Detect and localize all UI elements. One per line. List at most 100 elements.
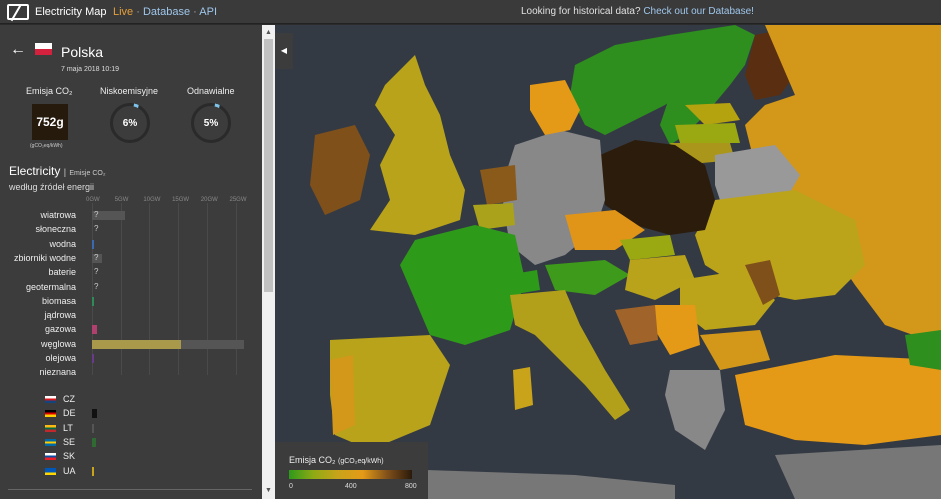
production-bar[interactable] — [92, 354, 94, 363]
country-shape-austria — [545, 260, 630, 295]
country-shape-slovakia — [620, 235, 675, 260]
source-label: olejowa — [45, 353, 76, 363]
nav-live-link[interactable]: Live — [113, 6, 134, 18]
section-title-separator: | — [63, 167, 67, 177]
co2-intensity-box: 752g — [32, 104, 68, 140]
co2-unit: (gCO₂eq/kWh) — [30, 143, 63, 149]
axis-tick-label: 0GW — [86, 197, 100, 203]
collapse-panel-icon[interactable]: ◀ — [275, 33, 293, 69]
nav-database-link[interactable]: Database — [142, 6, 191, 18]
exchange-bar[interactable] — [92, 466, 94, 476]
country-shape-sweden — [660, 25, 755, 145]
database-promo: Looking for historical data? Check out o… — [521, 6, 754, 17]
axis-tick-label: 5GW — [114, 197, 129, 203]
country-shape-sardinia — [513, 367, 533, 410]
lowcarbon-value: 6% — [122, 118, 138, 129]
capacity-bar[interactable] — [92, 211, 126, 220]
panel-scrollbar[interactable]: ▲ ▼ — [262, 25, 275, 499]
country-shape-georgia — [905, 330, 941, 370]
country-shape-latvia — [675, 123, 740, 143]
country-shape-belgium — [473, 203, 515, 230]
unknown-value-marker: ? — [94, 252, 99, 262]
legend-title-text: Emisja CO₂ — [289, 455, 336, 465]
exchange-country-code: SK — [63, 451, 76, 462]
lowcarbon-header: Niskoemisyjne — [100, 86, 159, 96]
source-label: nieznana — [39, 367, 76, 378]
exchange-bar[interactable] — [92, 437, 97, 447]
flag-sk-icon — [45, 453, 56, 461]
axis-tick-label: 10GW — [143, 197, 161, 203]
scroll-thumb[interactable] — [264, 39, 273, 292]
country-shape-switzerland — [507, 270, 540, 295]
map[interactable]: ◀ Emisja CO₂ (gCO₂eq/kWh) 0 400 800 — [275, 25, 941, 499]
country-shape-united-kingdom — [370, 55, 465, 235]
flag-se-icon — [45, 438, 56, 446]
axis-gridline — [178, 203, 180, 375]
section-subtitle: według źródeł energii — [9, 182, 95, 192]
scroll-down-icon[interactable]: ▼ — [265, 487, 272, 494]
legend-label-mid: 400 — [345, 483, 357, 490]
top-nav: Live · Database · API — [113, 6, 217, 18]
back-arrow-icon[interactable]: ← — [10, 41, 26, 58]
emissions-toggle[interactable]: Emisje CO₂ — [69, 170, 106, 177]
source-label: geotermalna — [25, 281, 76, 292]
source-label: biomasa — [41, 295, 76, 306]
country-shape-romania — [680, 270, 775, 330]
nav-api-link[interactable]: API — [199, 6, 217, 18]
flag-lt-icon — [45, 424, 56, 432]
source-label: zbiorniki wodne — [13, 252, 76, 263]
exchange-country-code: UA — [63, 465, 76, 476]
section-title-text[interactable]: Electricity — [9, 164, 61, 178]
country-shape-france — [400, 225, 525, 345]
country-shape-bulgaria — [700, 330, 770, 370]
unknown-value-marker: ? — [94, 224, 99, 234]
axis-tick-label: 15GW — [172, 197, 190, 203]
database-promo-link[interactable]: Check out our Database! — [643, 6, 754, 17]
poland-flag-icon — [35, 43, 52, 55]
scroll-up-icon[interactable]: ▲ — [265, 29, 272, 36]
database-promo-text: Looking for historical data? — [521, 6, 641, 17]
axis-tick-label: 25GW — [229, 197, 247, 203]
nav-separator: · — [136, 6, 140, 18]
country-shape-greece — [665, 370, 725, 450]
flag-ua-icon — [45, 467, 56, 475]
country-shape-poland — [600, 140, 715, 235]
capacity-bar[interactable] — [92, 253, 102, 263]
legend-label-max: 800 — [405, 483, 417, 490]
country-shape-estonia — [685, 103, 740, 125]
exchange-country-code: LT — [63, 422, 73, 433]
lowcarbon-gauge — [110, 103, 150, 143]
electricity-map-logo-icon[interactable] — [7, 4, 29, 20]
unknown-value-marker: ? — [94, 210, 99, 219]
country-shape-portugal — [330, 355, 355, 435]
legend-label-min: 0 — [289, 483, 293, 490]
production-bar[interactable] — [92, 325, 98, 335]
country-shape-ireland — [310, 125, 370, 215]
panel-divider — [8, 489, 252, 490]
exchange-bar[interactable] — [92, 423, 95, 433]
production-bar[interactable] — [92, 339, 181, 349]
flag-cz-icon — [45, 396, 56, 403]
axis-gridline — [120, 203, 122, 375]
exchange-country-code: SE — [63, 436, 76, 447]
source-label: słoneczna — [35, 224, 76, 235]
axis-gridline — [235, 203, 237, 375]
country-shape-bosnia — [615, 305, 658, 345]
production-bar[interactable] — [92, 239, 94, 249]
brand-title[interactable]: Electricity Map — [35, 6, 107, 18]
source-label: węglowa — [40, 338, 76, 349]
unknown-value-marker: ? — [94, 267, 99, 277]
renewable-gauge — [191, 103, 231, 143]
co2-legend: Emisja CO₂ (gCO₂eq/kWh) 0 400 800 — [275, 442, 428, 499]
country-shape-spain — [330, 335, 450, 450]
exchange-bar[interactable] — [92, 409, 98, 419]
country-shape-italy — [510, 290, 630, 420]
country-name: Polska — [61, 44, 104, 60]
axis-gridline — [149, 203, 151, 375]
production-bar[interactable] — [92, 296, 94, 306]
axis-gridline — [92, 203, 93, 375]
exchange-country-code: CZ — [63, 394, 75, 404]
europe-map[interactable] — [275, 25, 941, 499]
source-label: wiatrowa — [40, 210, 76, 220]
renewable-value: 5% — [203, 118, 219, 129]
